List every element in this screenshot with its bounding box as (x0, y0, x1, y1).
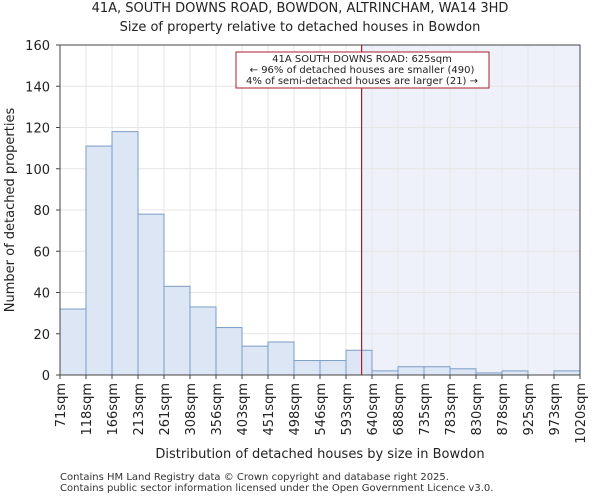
annotation-line-3: 4% of semi-detached houses are larger (2… (246, 76, 478, 87)
bar (137, 213, 165, 376)
y-tick-label: 0 (42, 369, 50, 384)
footer-line-2: Contains public sector information licen… (60, 483, 494, 494)
bar (241, 345, 269, 376)
y-tick-label: 40 (33, 287, 50, 302)
histogram-chart: 0 20 40 60 80 100 120 140 160 71sqm 118sqm 166sqm 21… (3, 1, 589, 462)
y-tick-label: 160 (25, 39, 50, 54)
bar (59, 308, 87, 376)
footer-line-1: Contains HM Land Registry data © Crown c… (60, 472, 449, 483)
bar (163, 285, 191, 376)
x-tick-label: 261sqm (158, 383, 173, 436)
x-tick-label: 498sqm (288, 383, 303, 436)
bar (319, 360, 347, 376)
x-tick-label: 688sqm (392, 383, 407, 436)
x-tick-label: 735sqm (418, 383, 433, 436)
x-tick-label: 71sqm (54, 383, 69, 427)
x-tick-label: 213sqm (132, 383, 147, 436)
x-tick-label: 118sqm (80, 383, 95, 436)
annotation-line-2: ← 96% of detached houses are smaller (49… (250, 65, 475, 76)
bar (553, 370, 581, 376)
y-tick-label: 20 (33, 328, 50, 343)
y-tick-label: 100 (25, 163, 50, 178)
x-tick-label: 783sqm (444, 383, 459, 436)
x-tick-label: 546sqm (314, 383, 329, 436)
x-tick-label: 1020sqm (574, 383, 589, 444)
y-tick-label: 140 (25, 80, 50, 95)
x-tick-label: 640sqm (366, 383, 381, 436)
x-tick-label: 878sqm (496, 383, 511, 436)
x-tick-label: 925sqm (522, 383, 537, 436)
x-tick-label: 593sqm (340, 383, 355, 436)
bar (267, 341, 295, 376)
bar (345, 349, 373, 376)
x-tick-label: 973sqm (548, 383, 563, 436)
x-tick-label: 830sqm (470, 383, 485, 436)
bar (189, 306, 217, 376)
bar (449, 368, 477, 376)
bar (501, 370, 529, 376)
bar (85, 145, 113, 376)
bar (371, 370, 399, 376)
y-tick-label: 60 (33, 245, 50, 260)
x-tick-label: 403sqm (236, 383, 251, 436)
x-axis-label: Distribution of detached houses by size … (155, 447, 484, 462)
x-tick-label: 166sqm (106, 383, 121, 436)
marker-annotation: 41A SOUTH DOWNS ROAD: 625sqm ← 96% of de… (235, 51, 490, 89)
y-tick-label: 80 (33, 204, 50, 219)
y-tick-label: 120 (25, 122, 50, 137)
bar (215, 327, 243, 376)
x-tick-label: 356sqm (210, 383, 225, 436)
bar (111, 131, 139, 376)
y-axis-label: Number of detached properties (3, 108, 18, 313)
bar (293, 360, 321, 376)
x-tick-label: 308sqm (184, 383, 199, 436)
x-tick-label: 451sqm (262, 383, 277, 436)
annotation-line-1: 41A SOUTH DOWNS ROAD: 625sqm (272, 54, 452, 65)
bar (423, 366, 451, 376)
chart-title: 41A, SOUTH DOWNS ROAD, BOWDON, ALTRINCHA… (92, 1, 509, 16)
bar (397, 366, 425, 376)
chart-subtitle: Size of property relative to detached ho… (120, 20, 481, 35)
